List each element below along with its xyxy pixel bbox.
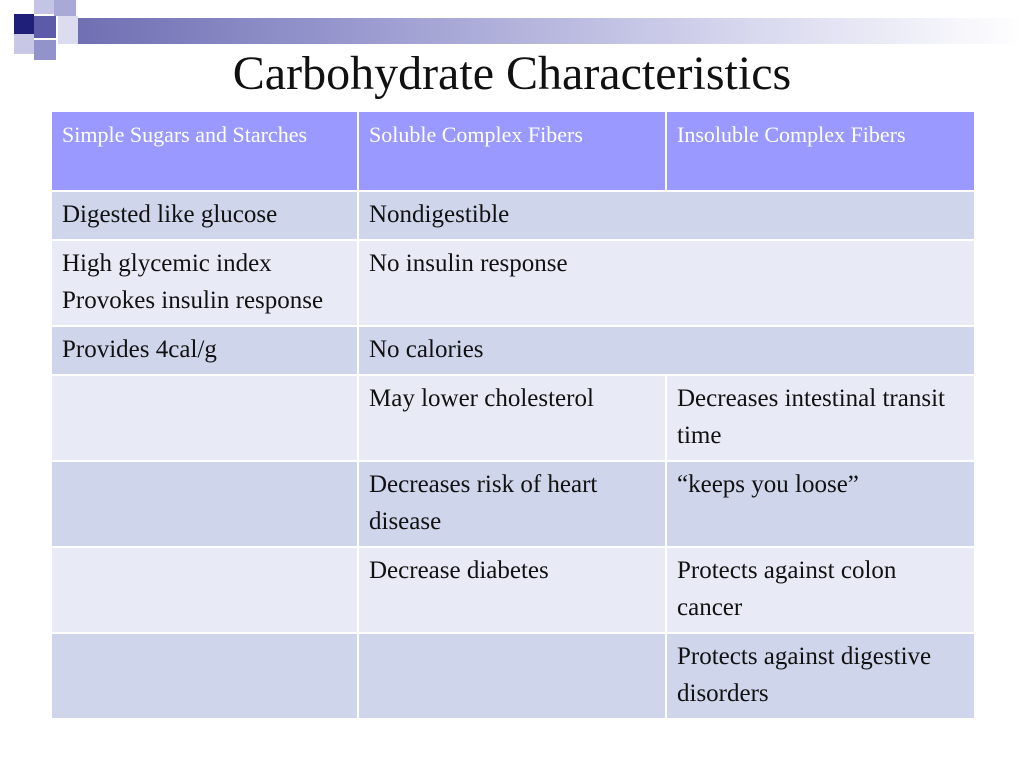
header-soluble-fibers: Soluble Complex Fibers	[357, 110, 667, 192]
table-cell: May lower cholesterol	[357, 374, 667, 462]
table-cell: Protects against colon cancer	[665, 546, 976, 634]
table-cell-empty	[50, 374, 359, 462]
cell-line: Provokes insulin response	[62, 287, 324, 314]
table-row: High glycemic index Provokes insulin res…	[50, 239, 976, 327]
table-cell-empty	[50, 460, 359, 548]
table-cell: Provides 4cal/g	[50, 325, 359, 376]
slide-title: Carbohydrate Characteristics	[232, 47, 792, 100]
gradient-band	[78, 18, 1024, 44]
deco-square	[58, 16, 78, 44]
deco-square	[34, 16, 56, 38]
corner-decoration	[0, 0, 1024, 70]
table-cell-empty	[50, 632, 359, 720]
characteristics-table: Simple Sugars and Starches Soluble Compl…	[50, 110, 976, 720]
table-row: Digested like glucose Nondigestible	[50, 190, 976, 241]
header-insoluble-fibers: Insoluble Complex Fibers	[665, 110, 976, 192]
table-cell-merged: Nondigestible	[357, 190, 976, 241]
deco-square	[34, 40, 56, 60]
table-row: Protects against digestive disorders	[50, 632, 976, 720]
table-cell: “keeps you loose”	[665, 460, 976, 548]
table-row: May lower cholesterol Decreases intestin…	[50, 374, 976, 462]
table-row: Provides 4cal/g No calories	[50, 325, 976, 376]
table-cell-empty	[357, 632, 667, 720]
table-header-row: Simple Sugars and Starches Soluble Compl…	[50, 110, 976, 192]
deco-square	[54, 0, 76, 16]
deco-square	[14, 14, 34, 34]
table-cell: Decreases risk of heart disease	[357, 460, 667, 548]
table-cell-merged: No insulin response	[357, 239, 976, 327]
table-cell: Protects against digestive disorders	[665, 632, 976, 720]
table-row: Decreases risk of heart disease “keeps y…	[50, 460, 976, 548]
table-cell: Digested like glucose	[50, 190, 359, 241]
header-simple-sugars: Simple Sugars and Starches	[50, 110, 359, 192]
table-cell: Decrease diabetes	[357, 546, 667, 634]
cell-line: High glycemic index	[62, 250, 272, 277]
table-cell: Decreases intestinal transit time	[665, 374, 976, 462]
deco-square	[14, 34, 34, 54]
table-cell-merged: No calories	[357, 325, 976, 376]
table-cell-empty	[50, 546, 359, 634]
table-cell: High glycemic index Provokes insulin res…	[50, 239, 359, 327]
table-row: Decrease diabetes Protects against colon…	[50, 546, 976, 634]
deco-square	[34, 0, 54, 14]
